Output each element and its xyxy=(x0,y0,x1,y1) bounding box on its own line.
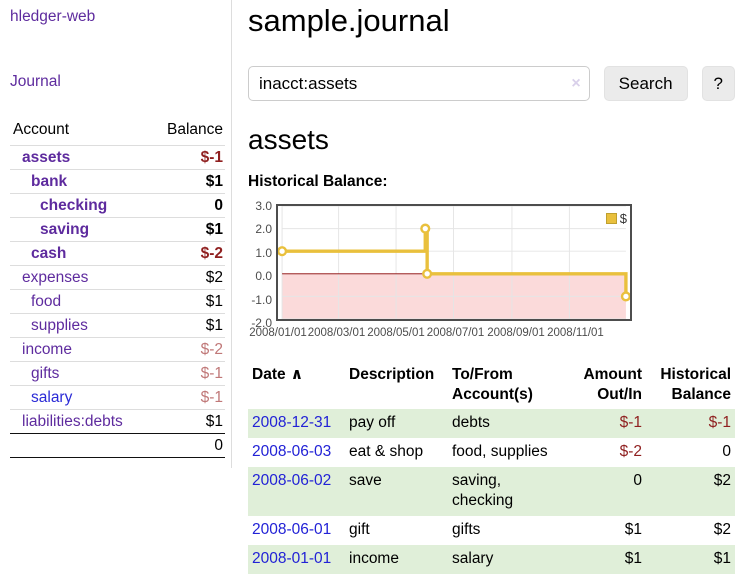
register-row: 2008-01-01 income salary $1 $1 xyxy=(248,545,735,575)
account-balance: $1 xyxy=(205,316,223,334)
account-link-saving[interactable]: saving xyxy=(40,220,90,238)
transaction-date-link[interactable]: 2008-12-31 xyxy=(252,413,332,431)
app-title-link[interactable]: hledger-web xyxy=(10,8,96,25)
register-header-accounts: To/From Account(s) xyxy=(452,366,533,403)
accounts-header-account: Account xyxy=(13,121,70,138)
register-row: 2008-06-01 gift gifts $1 $2 xyxy=(248,516,735,545)
account-row: saving $1 xyxy=(10,217,225,242)
sidebar: hledger-web Journal Account Balance asse… xyxy=(0,0,232,468)
transaction-amount: $-2 xyxy=(619,442,642,460)
account-balance: 0 xyxy=(214,196,223,214)
register-header-date: Date ∧ xyxy=(252,366,304,383)
transaction-description: save xyxy=(349,471,382,489)
account-row: salary $-1 xyxy=(10,385,225,410)
account-link-expenses[interactable]: expenses xyxy=(22,268,89,286)
account-row: assets $-1 xyxy=(10,145,225,170)
series-color-swatch xyxy=(605,213,617,224)
account-balance: $-1 xyxy=(200,148,223,166)
register-row: 2008-12-31 pay off debts $-1 $-1 xyxy=(248,408,735,438)
transaction-description: gift xyxy=(349,521,370,539)
account-row: checking 0 xyxy=(10,193,225,218)
transaction-amount: $-1 xyxy=(619,413,642,431)
account-balance: $1 xyxy=(205,220,223,238)
register-header-row: Date ∧ Description To/From Account(s) Amo… xyxy=(248,363,735,409)
account-link-salary[interactable]: salary xyxy=(31,388,73,406)
account-link-bank[interactable]: bank xyxy=(31,172,68,190)
transaction-amount: 0 xyxy=(633,471,642,489)
search-button[interactable]: Search xyxy=(603,66,688,101)
account-link-cash[interactable]: cash xyxy=(31,244,67,262)
account-row: cash $-2 xyxy=(10,241,225,266)
help-button[interactable]: ? xyxy=(701,66,735,101)
accounts-total-value: 0 xyxy=(214,436,223,454)
chart-plot-area: $ xyxy=(276,204,636,325)
account-row: gifts $-1 xyxy=(10,361,225,386)
chart-y-axis: 3.0 2.0 1.0 0.0 -1.0 -2.0 xyxy=(251,199,272,330)
register-row: 2008-06-03 eat & shop food, supplies $-2… xyxy=(248,438,735,467)
chart-x-axis: 2008/01/01 2008/03/01 2008/05/01 2008/07/01… xyxy=(249,327,604,339)
transaction-description: income xyxy=(349,550,399,568)
account-link-income[interactable]: income xyxy=(22,340,72,358)
accounts-total-row: 0 xyxy=(10,433,225,458)
historical-balance-chart: 3.0 2.0 1.0 0.0 -1.0 -2.0 $ 2008/01/01 2008/03… xyxy=(248,199,735,343)
search-form: × Search ? xyxy=(248,66,735,101)
accounts-table-header: Account Balance xyxy=(10,118,225,146)
account-heading: assets xyxy=(248,124,329,155)
account-balance: $1 xyxy=(205,292,223,310)
account-row: liabilities:debts $1 xyxy=(10,409,225,434)
sort-ascending-icon: ∧ xyxy=(290,366,304,383)
account-link-checking[interactable]: checking xyxy=(40,196,108,214)
transaction-balance: $2 xyxy=(713,471,731,489)
transaction-date-link[interactable]: 2008-06-03 xyxy=(252,442,332,460)
search-input[interactable] xyxy=(248,66,590,101)
account-row: food $1 xyxy=(10,289,225,314)
transaction-accounts: debts xyxy=(452,413,490,431)
sidebar-item-journal[interactable]: Journal xyxy=(10,73,61,90)
account-balance: $-1 xyxy=(200,388,223,406)
transaction-date-link[interactable]: 2008-01-01 xyxy=(252,550,332,568)
account-link-gifts[interactable]: gifts xyxy=(31,364,60,382)
transaction-accounts: saving, checking xyxy=(452,471,514,510)
account-balance: $-2 xyxy=(200,340,223,358)
chart-title: Historical Balance: xyxy=(248,173,388,190)
account-balance: $1 xyxy=(205,172,223,190)
transaction-amount: $1 xyxy=(624,521,642,539)
transaction-accounts: salary xyxy=(452,550,494,568)
transaction-accounts: food, supplies xyxy=(452,442,548,460)
account-link-supplies[interactable]: supplies xyxy=(31,316,88,334)
transaction-balance: 0 xyxy=(722,442,731,460)
account-link-liabilities-debts[interactable]: liabilities:debts xyxy=(22,412,123,430)
transaction-date-link[interactable]: 2008-06-02 xyxy=(252,471,332,489)
account-balance: $1 xyxy=(205,412,223,430)
main-content: sample.journal × Search ? assets Histori… xyxy=(232,0,742,575)
transaction-description: eat & shop xyxy=(349,442,424,460)
transaction-balance: $1 xyxy=(713,550,731,568)
account-row: supplies $1 xyxy=(10,313,225,338)
accounts-header-balance: Balance xyxy=(166,121,223,138)
chart-legend: $ xyxy=(605,211,627,226)
register-header-balance: Historical Balance xyxy=(660,366,731,403)
register-header-description: Description xyxy=(349,366,435,383)
account-link-assets[interactable]: assets xyxy=(22,148,71,166)
transaction-accounts: gifts xyxy=(452,521,481,539)
register-table: Date ∧ Description To/From Account(s) Amo… xyxy=(248,363,735,575)
transaction-balance: $2 xyxy=(713,521,731,539)
legend-label: $ xyxy=(619,211,627,226)
transaction-amount: $1 xyxy=(624,550,642,568)
account-link-food[interactable]: food xyxy=(31,292,62,310)
account-row: expenses $2 xyxy=(10,265,225,290)
account-row: bank $1 xyxy=(10,169,225,194)
account-balance: $-2 xyxy=(200,244,223,262)
register-row: 2008-06-02 save saving, checking 0 $2 xyxy=(248,466,735,517)
account-balance: $2 xyxy=(205,268,223,286)
account-balance: $-1 xyxy=(200,364,223,382)
clear-search-icon[interactable]: × xyxy=(571,74,581,92)
accounts-table: Account Balance assets $-1 bank $1 check… xyxy=(10,118,225,458)
register-header-amount: Amount Out/In xyxy=(583,366,642,403)
transaction-balance: $-1 xyxy=(708,413,731,431)
transaction-description: pay off xyxy=(349,413,396,431)
page-title: sample.journal xyxy=(248,3,450,38)
account-row: income $-2 xyxy=(10,337,225,362)
transaction-date-link[interactable]: 2008-06-01 xyxy=(252,521,332,539)
